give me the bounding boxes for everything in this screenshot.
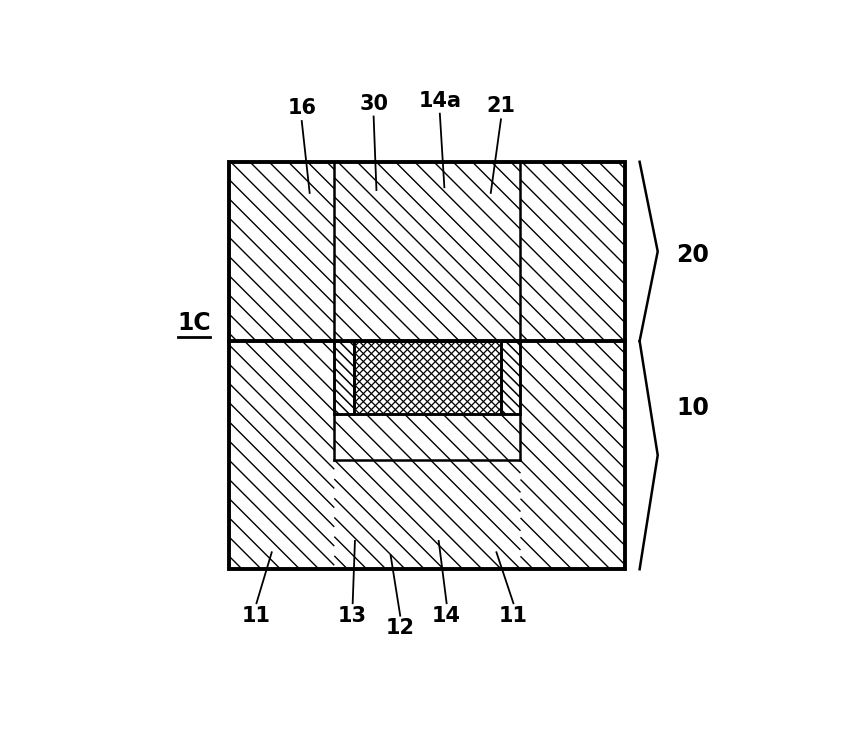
Text: 30: 30 xyxy=(360,93,388,114)
Text: 12: 12 xyxy=(386,618,414,639)
Text: 11: 11 xyxy=(242,606,271,626)
Text: 20: 20 xyxy=(676,243,710,267)
Text: 16: 16 xyxy=(288,98,316,118)
Bar xyxy=(335,341,354,414)
Bar xyxy=(354,341,501,414)
Bar xyxy=(229,162,626,569)
Text: 11: 11 xyxy=(499,606,528,626)
Text: 14: 14 xyxy=(432,606,461,626)
Text: 13: 13 xyxy=(338,606,367,626)
Text: 14a: 14a xyxy=(419,91,461,111)
Text: 21: 21 xyxy=(486,96,515,117)
Text: 1C: 1C xyxy=(177,311,211,335)
Bar xyxy=(229,162,626,569)
Text: 10: 10 xyxy=(676,396,710,420)
Bar xyxy=(501,341,520,414)
Bar xyxy=(354,341,501,414)
Bar xyxy=(335,341,520,459)
